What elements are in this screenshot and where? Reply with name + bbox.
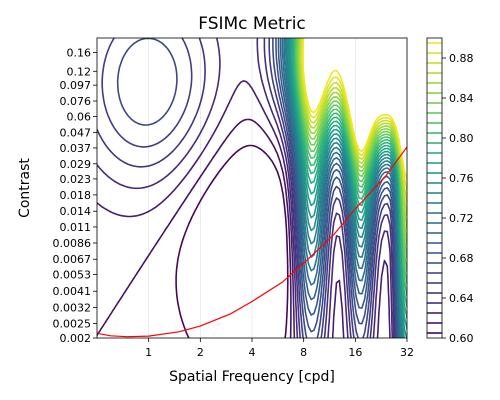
colorbar-tick-label: 0.76 bbox=[449, 172, 474, 185]
colorbar-tick-label: 0.72 bbox=[449, 212, 474, 225]
x-tick-label: 32 bbox=[400, 346, 414, 359]
y-tick-label: 0.12 bbox=[67, 65, 92, 78]
chart-title: FSIMc Metric bbox=[198, 14, 306, 34]
y-tick-label: 0.011 bbox=[60, 221, 92, 234]
contour-level bbox=[284, 38, 402, 338]
contour-level bbox=[116, 38, 397, 338]
y-axis-label: Contrast bbox=[17, 158, 33, 218]
contour-level bbox=[97, 80, 391, 338]
y-tick-label: 0.018 bbox=[60, 189, 92, 202]
colorbar-tick-label: 0.84 bbox=[449, 92, 474, 105]
y-tick-label: 0.037 bbox=[60, 142, 92, 155]
x-axis-label: Spatial Frequency [cpd] bbox=[169, 369, 335, 385]
x-tick-label: 2 bbox=[197, 346, 204, 359]
x-tick-label: 4 bbox=[249, 346, 256, 359]
colorbar: 0.60 0.64 0.68 0.72 0.76 0.80 0.84 0.88 bbox=[426, 37, 474, 345]
y-tick-label: 0.047 bbox=[60, 126, 92, 139]
y-tick-label: 0.16 bbox=[67, 47, 92, 60]
contour-level bbox=[97, 38, 395, 338]
contour-level bbox=[175, 144, 289, 338]
y-tick-label: 0.014 bbox=[60, 205, 92, 218]
y-tick-label: 0.029 bbox=[60, 158, 92, 171]
y-tick-label: 0.06 bbox=[67, 110, 92, 123]
contour-level bbox=[97, 38, 394, 338]
threshold-curve bbox=[97, 146, 407, 338]
colorbar-tick-label: 0.60 bbox=[449, 332, 474, 345]
x-tick-label: 16 bbox=[348, 346, 362, 359]
y-tick-label: 0.0086 bbox=[53, 237, 92, 250]
contour-level bbox=[275, 38, 398, 338]
y-axis: 0.002 0.0025 0.0032 0.0041 0.0053 0.0067 0.008… bbox=[53, 47, 97, 345]
x-tick-label: 8 bbox=[300, 346, 307, 359]
colorbar-frame bbox=[426, 37, 443, 339]
contour-level bbox=[101, 38, 396, 338]
colorbar-tick-label: 0.80 bbox=[449, 132, 474, 145]
colorbar-ticks: 0.60 0.64 0.68 0.72 0.76 0.80 0.84 0.88 bbox=[442, 52, 474, 345]
y-tick-label: 0.076 bbox=[60, 95, 92, 108]
x-axis: 1 2 4 8 16 32 bbox=[145, 338, 414, 359]
colorbar-tick-label: 0.88 bbox=[449, 52, 474, 65]
contour-lines bbox=[97, 38, 407, 338]
y-tick-label: 0.0041 bbox=[53, 285, 92, 298]
y-tick-label: 0.0067 bbox=[53, 253, 92, 266]
colorbar-tick-label: 0.68 bbox=[449, 252, 474, 265]
colorbar-tick-label: 0.64 bbox=[449, 292, 474, 305]
plot-area bbox=[96, 37, 408, 339]
y-tick-label: 0.0053 bbox=[53, 269, 92, 282]
y-tick-label: 0.023 bbox=[60, 173, 92, 186]
x-tick-label: 1 bbox=[145, 346, 152, 359]
y-tick-label: 0.0032 bbox=[53, 301, 92, 314]
y-tick-label: 0.097 bbox=[60, 79, 92, 92]
y-tick-label: 0.0025 bbox=[53, 317, 92, 330]
y-tick-label: 0.002 bbox=[60, 332, 92, 345]
colorbar-levels bbox=[427, 42, 442, 334]
